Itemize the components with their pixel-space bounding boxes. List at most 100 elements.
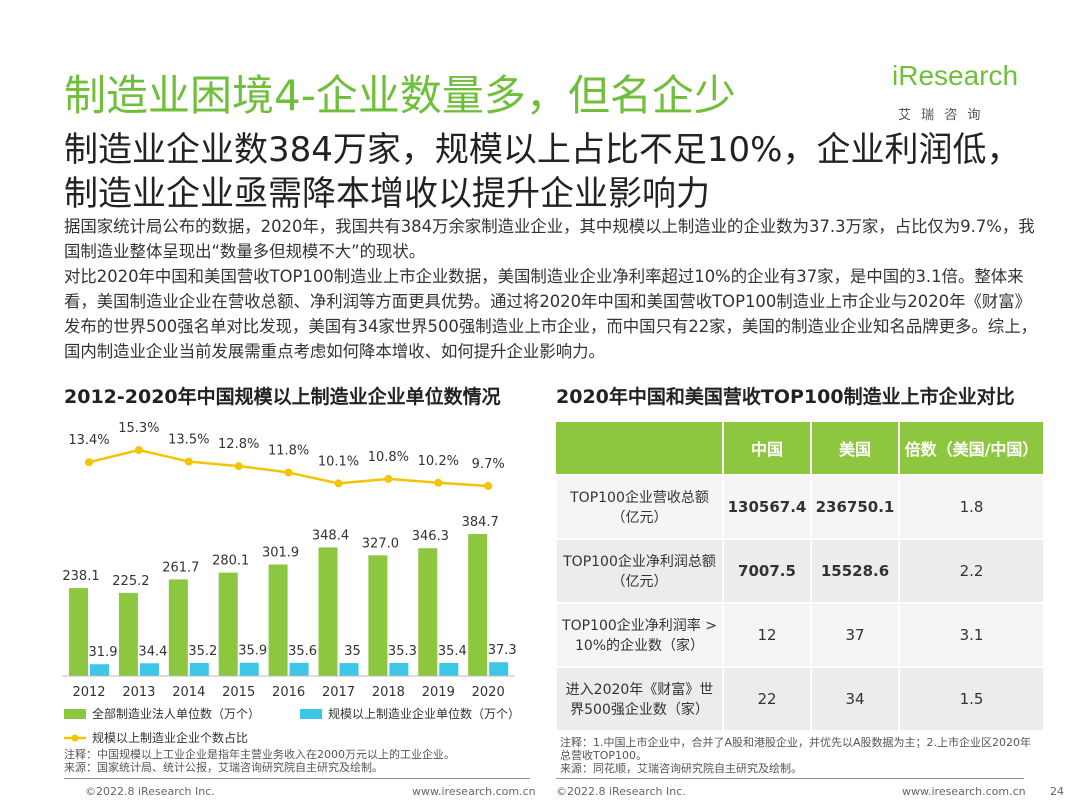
legend-label: 规模以上制造业企业单位数（万个） xyxy=(328,706,520,721)
table: 中国 美国 倍数（美国/中国） TOP100企业营收总额（亿元） 130567.4 236… xyxy=(555,422,1045,732)
bar xyxy=(69,588,88,676)
note: 来源：国家统计局、统计公报，艾瑞咨询研究院自主研究及绘制。 xyxy=(64,761,383,774)
row-label: TOP100企业营收总额（亿元） xyxy=(555,474,724,540)
value-label: 15.3% xyxy=(118,421,159,436)
bar xyxy=(368,555,388,676)
line-point xyxy=(85,458,93,467)
x-tick-label: 2016 xyxy=(272,685,305,700)
value-label: 346.3 xyxy=(412,529,449,544)
legend-label: 规模以上制造业企业个数占比 xyxy=(92,730,248,745)
value-label: 238.1 xyxy=(62,569,99,584)
rule xyxy=(556,778,1024,779)
bar xyxy=(389,662,409,676)
value-label: 10.2% xyxy=(418,454,459,469)
row-label: 进入2020年《财富》世界500强企业数（家） xyxy=(555,666,724,732)
value-label: 35.9 xyxy=(238,644,267,659)
value-label: 280.1 xyxy=(212,554,249,569)
body: 据国家统计局公布的数据，2020年，我国共有384万余家制造业企业，其中规模以上… xyxy=(64,214,1039,364)
line-point xyxy=(234,462,243,471)
note: 来源：同花顺，艾瑞咨询研究院自主研究及绘制。 xyxy=(560,762,802,775)
bar xyxy=(168,579,188,676)
table-row: TOP100企业净利润率 > 10%的企业数（家） 12 37 3.1 xyxy=(555,602,1045,668)
bar xyxy=(90,664,109,676)
table-notes: 注释：1.中国上市企业中，合并了A股和港股企业，并优先以A股数据为主；2.上市企… xyxy=(560,736,1040,775)
value-label: 35 xyxy=(344,644,361,659)
table-row: TOP100企业营收总额（亿元） 130567.4 236750.1 1.8 xyxy=(555,474,1045,540)
value-label: 12.8% xyxy=(218,437,259,452)
table-cell: 15528.6 xyxy=(810,538,900,604)
header-row: 中国 美国 倍数（美国/中国） xyxy=(556,422,1045,475)
legend-swatch xyxy=(64,709,86,719)
bar xyxy=(339,663,359,676)
value-label: 35.6 xyxy=(288,644,317,659)
legend-label: 全部制造业法人单位数（万个） xyxy=(92,706,260,721)
copyright: ©2022.8 iResearch Inc. xyxy=(85,785,215,798)
value-label: 301.9 xyxy=(262,546,299,561)
value-label: 13.5% xyxy=(168,433,209,448)
value-label: 348.4 xyxy=(312,528,349,543)
chart-title: 2012-2020年中国规模以上制造业企业单位数情况 xyxy=(64,386,501,408)
chart: 238.1 225.2 261.7 280.1 301.9 348.4 327.0 346.3… xyxy=(62,421,520,745)
line-point xyxy=(284,468,293,477)
value-label: 261.7 xyxy=(162,560,199,575)
value-label: 11.8% xyxy=(268,444,309,459)
x-tick-label: 2017 xyxy=(322,685,355,700)
header-cell: 中国 xyxy=(723,422,812,475)
header-cell xyxy=(556,422,724,475)
table-cell: 1.5 xyxy=(898,666,1045,732)
rule xyxy=(64,778,530,779)
bar xyxy=(189,663,209,676)
table-cell: 37 xyxy=(810,602,900,668)
table-cell: 1.8 xyxy=(898,474,1045,540)
table-cell: 34 xyxy=(810,666,900,732)
value-label: 37.3 xyxy=(488,643,517,658)
line-point xyxy=(334,479,343,488)
table-cell: 7007.5 xyxy=(722,538,812,604)
chart-notes: 注释：中国规模以上工业企业是指年主营业务收入在2000万元以上的工业企业。 来源… xyxy=(64,748,534,774)
value-label: 384.7 xyxy=(462,515,499,530)
title: 制造业困境4-企业数量多，但名企少 xyxy=(64,71,736,120)
bar xyxy=(439,662,459,676)
table-row: TOP100企业净利润总额（亿元） 7007.5 15528.6 2.2 xyxy=(555,538,1045,604)
url: www.iresearch.com.cn xyxy=(412,785,536,798)
table-cell: 2.2 xyxy=(898,538,1045,604)
copyright: ©2022.8 iResearch Inc. xyxy=(556,785,686,798)
x-tick-label: 2018 xyxy=(372,685,405,700)
value-label: 10.8% xyxy=(368,450,409,465)
value-label: 35.4 xyxy=(438,644,467,659)
header-cell: 美国 xyxy=(811,422,900,475)
value-label: 35.3 xyxy=(388,644,417,659)
logo-sub: 艾 瑞 咨 询 xyxy=(898,108,984,123)
value-label: 13.4% xyxy=(68,433,109,448)
bar xyxy=(118,592,138,676)
logo: iResearch xyxy=(892,60,1019,91)
line-point xyxy=(184,457,193,466)
url: www.iresearch.com.cn xyxy=(902,785,1026,798)
bar xyxy=(289,662,309,676)
note: 注释：中国规模以上工业企业是指年主营业务收入在2000万元以上的工业企业。 xyxy=(64,748,455,761)
value-label: 10.1% xyxy=(318,454,359,469)
x-tick-label: 2013 xyxy=(122,685,155,700)
line-point xyxy=(484,482,493,490)
paragraph: 据国家统计局公布的数据，2020年，我国共有384万余家制造业企业，其中规模以上… xyxy=(64,217,1035,261)
paragraph: 对比2020年中国和美国营收TOP100制造业上市企业数据，美国制造业企业净利率… xyxy=(64,267,1037,361)
value-label: 31.9 xyxy=(89,645,118,660)
bar xyxy=(239,662,259,676)
legend-swatch xyxy=(300,709,322,719)
legend-swatch xyxy=(71,734,79,742)
table-title: 2020年中国和美国营收TOP100制造业上市企业对比 xyxy=(556,386,1015,408)
value-label: 225.2 xyxy=(112,574,149,589)
x-tick-label: 2015 xyxy=(222,685,255,700)
line-point xyxy=(434,478,443,487)
row-label: TOP100企业净利润率 > 10%的企业数（家） xyxy=(555,602,724,668)
x-tick-label: 2012 xyxy=(72,685,105,700)
line-point xyxy=(134,446,143,454)
bar xyxy=(318,547,338,676)
table-row: 进入2020年《财富》世界500强企业数（家） 22 34 1.5 xyxy=(555,666,1045,732)
bar xyxy=(468,534,488,676)
x-tick-label: 2020 xyxy=(472,685,505,700)
x-tick-label: 2019 xyxy=(422,685,455,700)
page-number: 24 xyxy=(1050,785,1064,798)
table-cell: 130567.4 xyxy=(722,474,812,540)
